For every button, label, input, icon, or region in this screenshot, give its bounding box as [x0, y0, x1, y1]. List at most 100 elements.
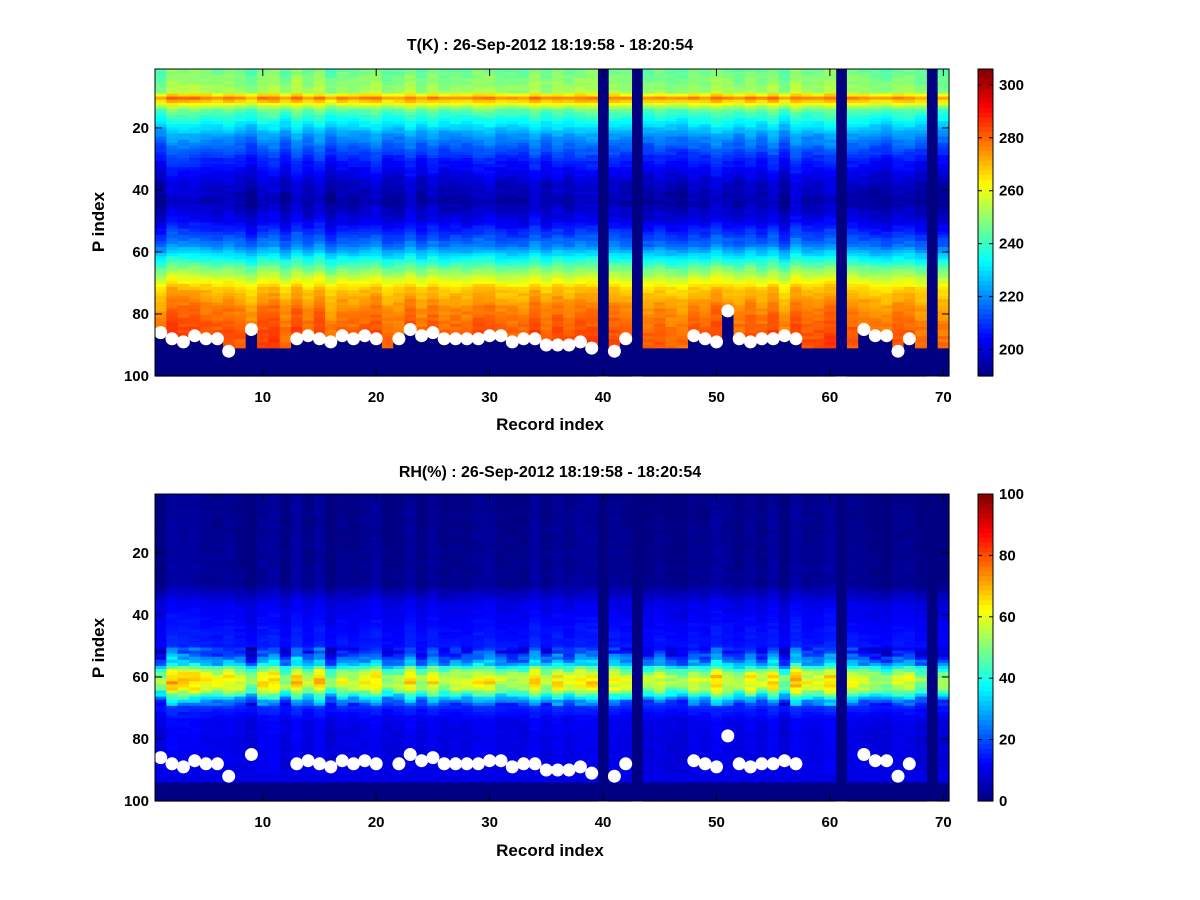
heatmap-cell	[279, 360, 292, 365]
heatmap-cell	[381, 308, 394, 313]
heatmap-cell	[415, 121, 428, 125]
heatmap-cell	[472, 231, 485, 236]
heatmap-cell	[211, 247, 224, 251]
heatmap-cell	[166, 207, 179, 211]
heatmap-cell	[517, 148, 530, 153]
heatmap-cell	[347, 102, 360, 107]
heatmap-cell	[177, 96, 190, 101]
heatmap-cell	[483, 213, 496, 217]
heatmap-cell	[291, 234, 304, 239]
heatmap-cell	[200, 216, 213, 221]
heatmap-cell	[155, 191, 167, 196]
heatmap-cell	[302, 111, 315, 116]
heatmap-cell	[393, 213, 406, 217]
heatmap-cell	[449, 115, 462, 119]
heatmap-cell	[438, 247, 451, 251]
heatmap-cell	[302, 326, 315, 331]
heatmap-cell	[189, 274, 201, 279]
heatmap-cell	[381, 87, 394, 92]
heatmap-cell	[336, 305, 349, 310]
heatmap-cell	[449, 133, 462, 138]
heatmap-cell	[483, 253, 496, 257]
heatmap-cell	[189, 170, 201, 174]
heatmap-cell	[155, 363, 167, 368]
heatmap-cell	[166, 259, 179, 264]
heatmap-cell	[449, 102, 462, 107]
heatmap-cell	[234, 167, 247, 171]
heatmap-cell	[370, 81, 383, 85]
heatmap-cell	[325, 145, 338, 150]
heatmap-cell	[223, 201, 235, 205]
heatmap-cell	[404, 210, 417, 214]
heatmap-cell	[211, 274, 224, 279]
heatmap-cell	[166, 277, 179, 282]
heatmap-cell	[189, 207, 201, 211]
heatmap-cell	[427, 115, 440, 119]
heatmap-cell	[381, 145, 394, 150]
heatmap-cell	[223, 118, 235, 122]
heatmap-cell	[279, 167, 292, 171]
heatmap-cell	[200, 280, 213, 285]
heatmap-cell	[404, 354, 417, 359]
heatmap-cell	[200, 323, 213, 328]
heatmap-cell	[483, 308, 496, 313]
heatmap-cell	[291, 130, 304, 135]
heatmap-cell	[291, 323, 304, 328]
heatmap-cell	[291, 231, 304, 236]
heatmap-cell	[313, 115, 326, 119]
heatmap-cell	[325, 283, 338, 288]
heatmap-cell	[495, 228, 508, 233]
heatmap-cell	[393, 170, 406, 174]
heatmap-cell	[155, 228, 167, 233]
heatmap-cell	[200, 201, 213, 205]
heatmap-cell	[234, 127, 247, 131]
heatmap-cell	[177, 250, 190, 254]
heatmap-cell	[155, 185, 167, 190]
heatmap-cell	[155, 204, 167, 208]
heatmap-cell	[370, 164, 383, 168]
heatmap-cell	[177, 293, 190, 297]
heatmap-cell	[166, 268, 179, 273]
heatmap-cell	[245, 213, 258, 217]
heatmap-cell	[393, 357, 406, 362]
heatmap-cell	[381, 216, 394, 221]
heatmap-cell	[472, 194, 485, 199]
heatmap-cell	[268, 151, 281, 156]
heatmap-cell	[359, 302, 372, 306]
heatmap-cell	[449, 69, 462, 73]
heatmap-cell	[223, 136, 235, 141]
heatmap-cell	[211, 118, 224, 122]
heatmap-cell	[517, 185, 530, 190]
heatmap-cell	[336, 69, 349, 73]
heatmap-cell	[427, 164, 440, 168]
heatmap-cell	[404, 299, 417, 303]
heatmap-cell	[177, 108, 190, 113]
heatmap-cell	[211, 317, 224, 322]
heatmap-cell	[166, 84, 179, 89]
heatmap-cell	[483, 357, 496, 362]
heatmap-cell	[223, 154, 235, 159]
heatmap-cell	[506, 99, 519, 104]
heatmap-cell	[506, 317, 519, 322]
heatmap-cell	[483, 299, 496, 303]
heatmap-cell	[177, 280, 190, 285]
heatmap-cell	[438, 234, 451, 239]
heatmap-cell	[257, 154, 270, 159]
heatmap-cell	[211, 148, 224, 153]
heatmap-cell	[268, 164, 281, 168]
heatmap-cell	[313, 191, 326, 196]
heatmap-cell	[381, 240, 394, 245]
heatmap-cell	[313, 259, 326, 264]
heatmap-cell	[472, 191, 485, 196]
heatmap-cell	[302, 90, 315, 95]
heatmap-cell	[313, 84, 326, 89]
heatmap-cell	[393, 204, 406, 208]
heatmap-cell	[177, 130, 190, 135]
heatmap-cell	[189, 216, 201, 221]
heatmap-cell	[517, 228, 530, 233]
heatmap-cell	[517, 286, 530, 291]
heatmap-cell	[257, 250, 270, 254]
heatmap-cell	[359, 213, 372, 217]
heatmap-cell	[325, 93, 338, 98]
heatmap-cell	[257, 323, 270, 328]
